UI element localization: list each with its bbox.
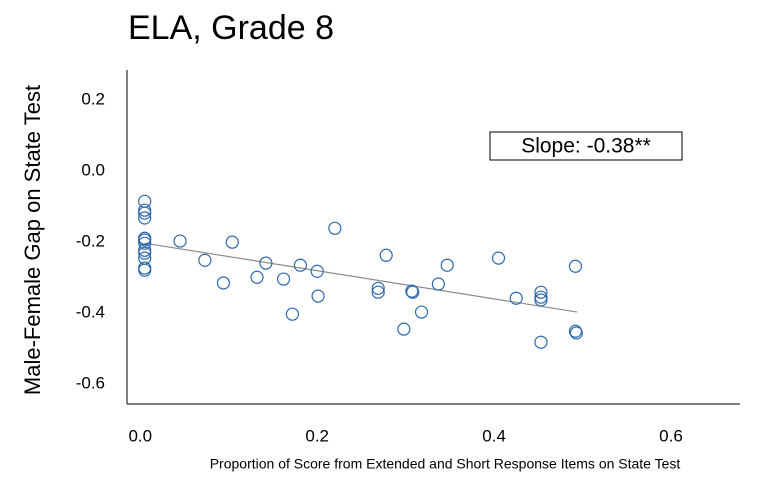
x-tick-label: 0.0 [128,426,152,445]
point [379,248,393,262]
point [371,281,385,295]
point [405,284,419,298]
point [138,203,152,217]
point [138,233,152,247]
y-tick-label: 0.0 [81,161,105,180]
trend-line [144,242,578,313]
point [534,285,548,299]
point [225,235,239,249]
y-tick-label: 0.2 [81,90,105,109]
y-tick-label: -0.2 [76,232,105,251]
y-tick-label: -0.4 [76,303,105,322]
point [138,236,152,250]
point [138,206,152,220]
point [440,258,454,272]
point [173,234,187,248]
point [285,307,300,321]
point [138,246,152,260]
point [491,251,506,265]
point [216,276,231,290]
point [509,291,523,305]
point [259,256,273,270]
point [534,290,548,304]
point [198,253,212,267]
point [534,335,548,349]
point [138,211,152,225]
point [568,324,583,338]
point [328,221,342,235]
point [568,259,583,273]
point [534,293,548,307]
y-tick-label: -0.6 [76,374,105,393]
y-axis-label: Male-Female Gap on State Test [20,85,45,395]
point [397,322,411,336]
point [293,258,307,272]
point [250,270,264,284]
point [310,264,324,278]
annotation-box [489,131,683,161]
x-axis-label: Proportion of Score from Extended and Sh… [210,456,681,472]
x-tick-label: 0.4 [482,426,506,445]
point [371,285,385,299]
point [276,272,291,286]
point [569,326,583,340]
point [138,243,152,257]
point [311,289,325,303]
point [138,263,152,277]
x-tick-label: 0.6 [659,426,683,445]
annotation: Slope: -0.38** [521,135,651,158]
point [431,277,445,291]
point [406,285,420,299]
point [414,305,429,319]
x-tick-label: 0.2 [305,426,329,445]
chart-title: ELA, Grade 8 [128,9,334,47]
